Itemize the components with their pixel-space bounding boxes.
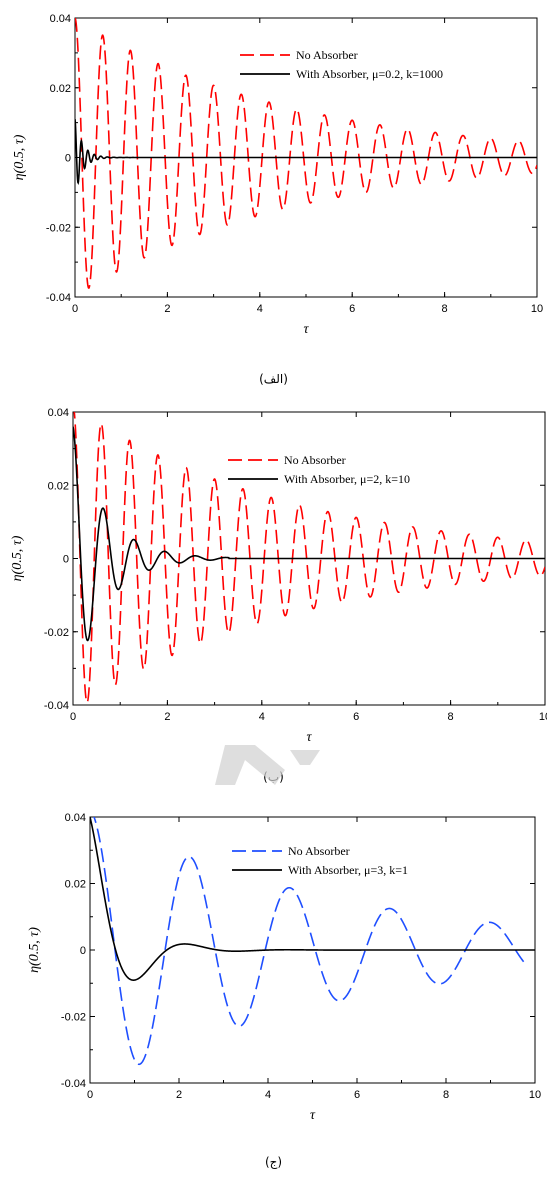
caption-a: (الف)	[259, 372, 288, 386]
y-tick-label: -0.02	[46, 222, 71, 234]
y-tick-label: 0.04	[50, 13, 71, 25]
series-line-with-absorber	[90, 817, 535, 981]
watermark-logo	[215, 745, 320, 785]
x-tick-label: 2	[164, 303, 170, 315]
x-tick-label: 4	[257, 303, 263, 315]
legend-label: With Absorber, μ=0.2, k=1000	[296, 67, 443, 81]
chart-a: 0 2 4 6 8 10 -0.04 -0.02 0 0.02 0.04 τ η(0.5, τ) No A…	[12, 13, 543, 337]
x-tick-label: 0	[72, 303, 78, 315]
x-tick-label: 6	[349, 303, 355, 315]
y-tick-label: 0.02	[50, 83, 71, 95]
chart-panel-b: 0 2 4 6 8 10 -0.04 -0.02 0 0.02 0.04 τ η(0.5, τ) No A…	[0, 390, 547, 760]
legend-label: With Absorber, μ=3, k=1	[288, 863, 408, 877]
legend-label: No Absorber	[284, 453, 346, 467]
y-axis-label: η(0.5, τ)	[12, 134, 27, 180]
x-tick-label: 10	[539, 711, 547, 723]
y-tick-label: 0	[65, 153, 71, 165]
y-tick-label: -0.04	[44, 700, 69, 712]
x-axis-label: τ	[306, 730, 312, 745]
chart-c: 0 2 4 6 8 10 -0.04 -0.02 0 0.02 0.04 τ η(0.5, τ) No A…	[27, 812, 541, 1123]
y-tick-label: -0.04	[61, 1078, 86, 1090]
y-tick-label: 0.02	[48, 480, 69, 492]
chart-panel-c: 0 2 4 6 8 10 -0.04 -0.02 0 0.02 0.04 τ η(0.5, τ) No A…	[0, 800, 547, 1155]
x-tick-label: 0	[87, 1089, 93, 1101]
x-tick-label: 10	[531, 303, 543, 315]
y-tick-label: 0.02	[65, 879, 86, 891]
legend-label: No Absorber	[296, 48, 358, 62]
x-tick-label: 6	[353, 711, 359, 723]
y-tick-label: 0.04	[48, 407, 69, 419]
x-tick-label: 4	[259, 711, 265, 723]
y-axis-label: η(0.5, τ)	[10, 535, 25, 581]
x-tick-label: 4	[265, 1089, 271, 1101]
x-tick-label: 8	[448, 711, 454, 723]
x-axis-label: τ	[303, 322, 309, 337]
y-tick-label: 0	[63, 554, 69, 566]
series-line-no-absorber	[73, 412, 545, 704]
x-tick-label: 10	[529, 1089, 541, 1101]
x-axis-label: τ	[310, 1108, 316, 1123]
x-tick-label: 0	[70, 711, 76, 723]
legend-label: No Absorber	[288, 844, 350, 858]
series-line-no-absorber	[93, 817, 527, 1066]
y-tick-label: 0.04	[65, 812, 86, 824]
y-tick-label: 0	[80, 945, 86, 957]
x-tick-label: 2	[176, 1089, 182, 1101]
x-tick-label: 2	[164, 711, 170, 723]
chart-panel-a: 0 2 4 6 8 10 -0.04 -0.02 0 0.02 0.04 τ η(0.5, τ) No A…	[0, 0, 547, 370]
y-axis-label: η(0.5, τ)	[27, 927, 42, 973]
x-tick-label: 8	[443, 1089, 449, 1101]
y-tick-label: -0.04	[46, 292, 71, 304]
series-line-no-absorber	[75, 18, 537, 290]
x-tick-label: 8	[442, 303, 448, 315]
series-line-with-absorber	[75, 119, 537, 186]
caption-c: (ج)	[264, 1155, 283, 1169]
x-tick-label: 6	[354, 1089, 360, 1101]
chart-b: 0 2 4 6 8 10 -0.04 -0.02 0 0.02 0.04 τ η(0.5, τ) No A…	[10, 407, 547, 745]
legend-label: With Absorber, μ=2, k=10	[284, 472, 410, 486]
y-tick-label: -0.02	[61, 1012, 86, 1024]
y-tick-label: -0.02	[44, 627, 69, 639]
series-line-with-absorber	[73, 426, 545, 642]
